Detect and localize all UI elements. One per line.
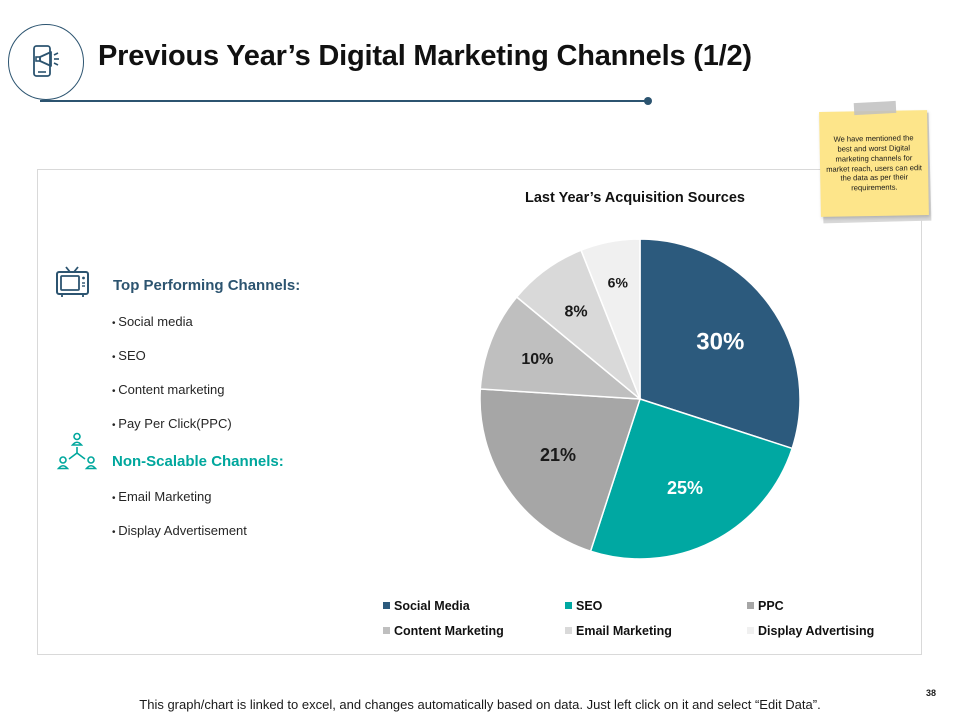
page-number: 38 bbox=[926, 688, 937, 698]
top-performing-heading: Top Performing Channels: bbox=[113, 277, 301, 294]
sticky-note: We have mentioned the best and worst Dig… bbox=[818, 100, 936, 224]
top-section-icon-wrap bbox=[55, 264, 91, 305]
list-item: Content marketing bbox=[112, 382, 232, 416]
sticky-note-tape bbox=[853, 100, 897, 116]
sticky-note-text: We have mentioned the best and worst Dig… bbox=[826, 133, 923, 193]
title-underline bbox=[40, 100, 646, 102]
footer-note: This graph/chart is linked to excel, and… bbox=[139, 697, 821, 712]
header-icon-badge bbox=[8, 24, 84, 100]
list-item: Social media bbox=[112, 314, 232, 348]
non-scalable-list: Email Marketing Display Advertisement bbox=[112, 489, 247, 557]
mobile-marketing-icon bbox=[33, 45, 59, 77]
bottom-section-icon-wrap bbox=[56, 432, 98, 479]
sticky-note-paper: We have mentioned the best and worst Dig… bbox=[819, 110, 929, 217]
list-item: Display Advertisement bbox=[112, 523, 247, 557]
page-title: Previous Year’s Digital Marketing Channe… bbox=[98, 40, 752, 72]
title-underline-dot bbox=[644, 97, 652, 105]
top-performing-list: Social media SEO Content marketing Pay P… bbox=[112, 314, 232, 450]
list-item: Email Marketing bbox=[112, 489, 247, 523]
list-item: Pay Per Click(PPC) bbox=[112, 416, 231, 450]
people-network-icon bbox=[56, 432, 98, 470]
non-scalable-heading: Non-Scalable Channels: bbox=[112, 453, 284, 470]
tv-icon bbox=[56, 266, 89, 297]
list-item: SEO bbox=[112, 348, 232, 382]
